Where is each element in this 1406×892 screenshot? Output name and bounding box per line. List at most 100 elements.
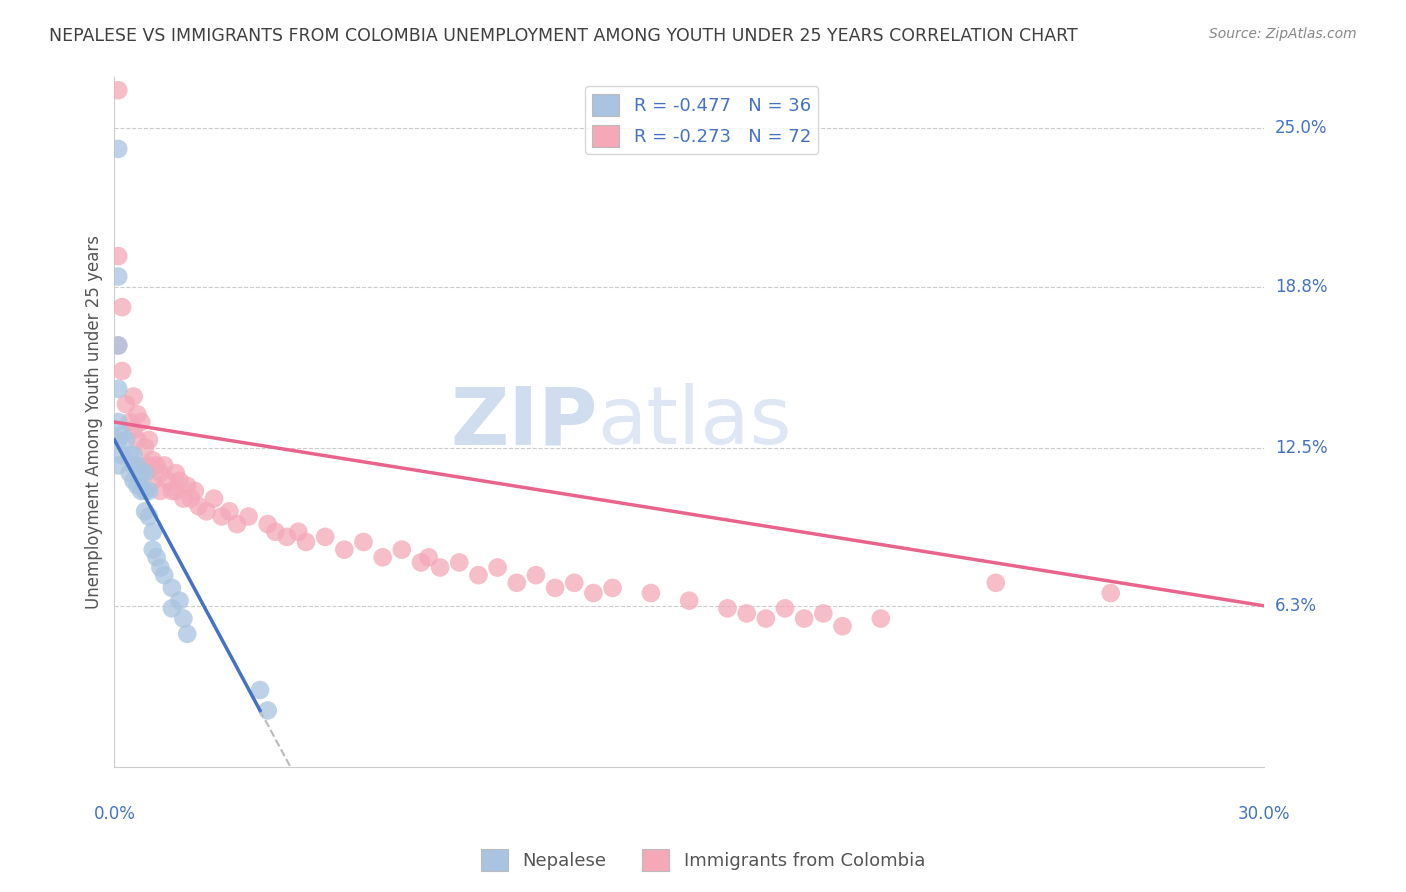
Point: [333, 542, 356, 557]
Point: [122, 389, 145, 403]
Point: [134, 441, 156, 455]
Point: [107, 269, 129, 284]
Point: [562, 575, 585, 590]
Point: [129, 466, 152, 480]
Point: [429, 560, 451, 574]
Point: [264, 524, 287, 539]
Point: [145, 458, 167, 473]
Point: [149, 466, 172, 480]
Point: [172, 491, 194, 506]
Point: [129, 483, 152, 498]
Point: [172, 611, 194, 625]
Point: [813, 607, 835, 621]
Point: [678, 593, 700, 607]
Point: [602, 581, 624, 595]
Point: [142, 542, 165, 557]
Point: [145, 550, 167, 565]
Point: [118, 448, 141, 462]
Text: ZIP: ZIP: [450, 383, 598, 461]
Point: [831, 619, 853, 633]
Point: [127, 458, 149, 473]
Point: [138, 483, 160, 498]
Point: [418, 550, 440, 565]
Point: [107, 338, 129, 352]
Point: [187, 500, 209, 514]
Point: [176, 627, 198, 641]
Point: [869, 611, 891, 625]
Point: [107, 382, 129, 396]
Point: [157, 474, 180, 488]
Point: [127, 433, 149, 447]
Point: [184, 483, 207, 498]
Point: [486, 560, 509, 574]
Point: [111, 448, 134, 462]
Point: [773, 601, 796, 615]
Point: [111, 427, 134, 442]
Point: [256, 517, 278, 532]
Point: [524, 568, 547, 582]
Point: [716, 601, 738, 615]
Point: [793, 611, 815, 625]
Point: [640, 586, 662, 600]
Point: [115, 397, 138, 411]
Legend: R = -0.477   N = 36, R = -0.273   N = 72: R = -0.477 N = 36, R = -0.273 N = 72: [585, 87, 818, 154]
Point: [107, 142, 129, 156]
Point: [118, 415, 141, 429]
Point: [984, 575, 1007, 590]
Point: [129, 415, 152, 429]
Point: [138, 433, 160, 447]
Point: [180, 491, 202, 506]
Point: [134, 458, 156, 473]
Point: [160, 483, 183, 498]
Point: [353, 535, 375, 549]
Point: [122, 458, 145, 473]
Text: 18.8%: 18.8%: [1275, 277, 1327, 296]
Point: [111, 300, 134, 314]
Point: [107, 249, 129, 263]
Point: [111, 364, 134, 378]
Point: [127, 479, 149, 493]
Point: [544, 581, 567, 595]
Point: [409, 555, 432, 569]
Text: 6.3%: 6.3%: [1275, 597, 1317, 615]
Point: [107, 338, 129, 352]
Point: [391, 542, 413, 557]
Legend: Nepalese, Immigrants from Colombia: Nepalese, Immigrants from Colombia: [474, 842, 932, 879]
Point: [107, 415, 129, 429]
Point: [371, 550, 394, 565]
Point: [138, 509, 160, 524]
Point: [218, 504, 240, 518]
Point: [176, 479, 198, 493]
Point: [287, 524, 309, 539]
Point: [169, 593, 191, 607]
Point: [122, 474, 145, 488]
Point: [276, 530, 298, 544]
Text: 0.0%: 0.0%: [93, 805, 135, 823]
Point: [165, 466, 187, 480]
Y-axis label: Unemployment Among Youth under 25 years: Unemployment Among Youth under 25 years: [86, 235, 103, 609]
Point: [142, 474, 165, 488]
Point: [467, 568, 489, 582]
Point: [195, 504, 218, 518]
Point: [127, 408, 149, 422]
Text: NEPALESE VS IMMIGRANTS FROM COLOMBIA UNEMPLOYMENT AMONG YOUTH UNDER 25 YEARS COR: NEPALESE VS IMMIGRANTS FROM COLOMBIA UNE…: [49, 27, 1078, 45]
Point: [153, 568, 176, 582]
Point: [142, 524, 165, 539]
Text: 30.0%: 30.0%: [1237, 805, 1291, 823]
Point: [107, 433, 129, 447]
Point: [755, 611, 778, 625]
Point: [169, 474, 191, 488]
Point: [134, 483, 156, 498]
Point: [226, 517, 249, 532]
Point: [134, 504, 156, 518]
Point: [107, 458, 129, 473]
Point: [295, 535, 318, 549]
Text: atlas: atlas: [598, 383, 792, 461]
Point: [138, 458, 160, 473]
Point: [238, 509, 260, 524]
Text: 12.5%: 12.5%: [1275, 439, 1327, 457]
Point: [160, 581, 183, 595]
Point: [115, 433, 138, 447]
Point: [1099, 586, 1122, 600]
Point: [202, 491, 225, 506]
